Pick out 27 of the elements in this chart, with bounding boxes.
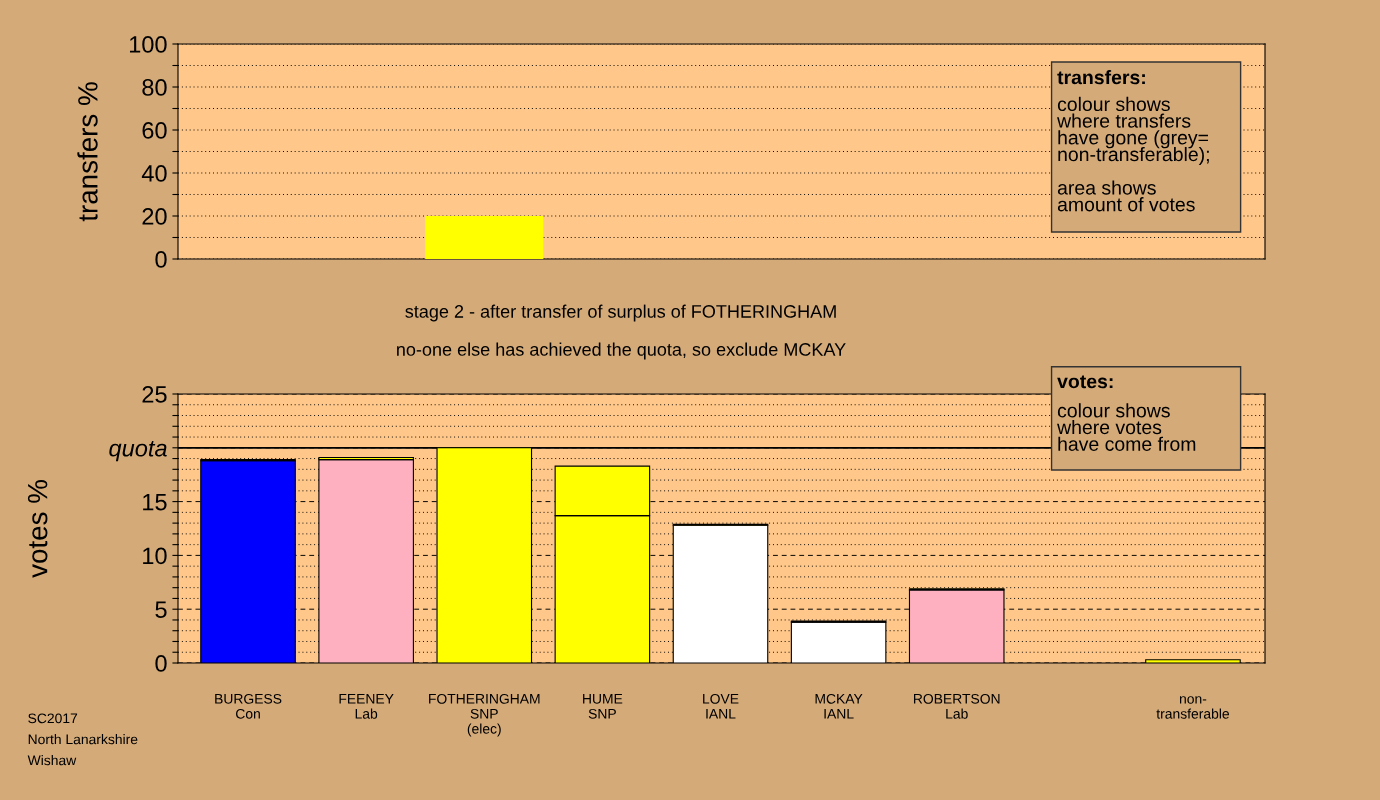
x-tick-label: non- transferable: [1156, 696, 1230, 719]
y-axis-title: transfers %: [77, 82, 98, 222]
y-tick-label: 25: [142, 386, 167, 403]
y-tick-label: 100: [129, 36, 167, 53]
y-tick-label: 0: [155, 655, 167, 672]
x-tick-label: MCKAY IANL: [815, 693, 863, 719]
chart-title: stage 2 - after transfer of surplus of FOTHERINGHAM: [405, 304, 836, 322]
x-tick-label: HUME SNP: [583, 694, 623, 719]
y-tick-label: 15: [143, 493, 167, 511]
y-tick-label: 60: [142, 122, 167, 139]
y-tick-label: 80: [142, 79, 167, 96]
x-tick-label: BURGESS Con: [215, 693, 282, 719]
y-tick-label: 20: [142, 208, 167, 225]
x-tick-label: FEENEY Lab: [339, 694, 394, 719]
x-tick-label: ROBERTSON Lab: [914, 693, 1000, 719]
x-tick-label: LOVE IANL: [703, 693, 739, 719]
y-tick-label: quota: [109, 441, 167, 462]
y-axis-title: votes %: [27, 480, 48, 578]
x-tick-label: FOTHERINGHAM SNP (elec): [429, 693, 540, 737]
text: SC2017 North Lanarkshire Wishaw: [27, 713, 138, 766]
chart-subtitle: no-one else has achieved the quota, so exclude MCKAY: [397, 342, 846, 360]
annotation: transfers: colour shows where transfers have gone (grey= non-transferable); area shows amount of votes: [1057, 70, 1209, 212]
y-tick-label: 40: [141, 165, 167, 182]
y-tick-label: 5: [155, 601, 167, 618]
y-tick-label: 10: [143, 547, 167, 565]
annotation: votes: colour shows where votes have come from: [1057, 375, 1196, 451]
y-tick-label: 0: [155, 251, 167, 268]
